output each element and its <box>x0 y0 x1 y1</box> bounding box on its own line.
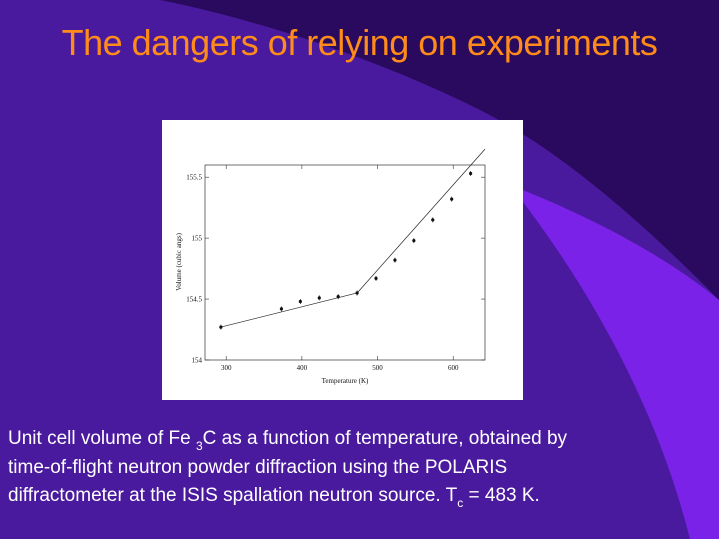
data-points <box>219 171 473 330</box>
y-tick-label: 154.5 <box>186 296 202 304</box>
x-tick-label: 400 <box>297 364 308 372</box>
caption-line-1: Unit cell volume of Fe 3C as a function … <box>8 425 713 454</box>
caption-text: Unit cell volume of Fe <box>8 428 191 449</box>
data-point <box>298 299 302 304</box>
plot-frame <box>204 164 486 361</box>
y-tick-label: 154 <box>192 357 203 365</box>
caption-line-3: diffractometer at the ISIS spallation ne… <box>8 482 713 511</box>
fit-line <box>220 292 358 328</box>
data-point <box>279 307 284 311</box>
axis-ticks: 300 400 500 600 154 154.5 155 155.5 <box>186 165 485 372</box>
caption-line-2: time-of-flight neutron powder diffractio… <box>8 457 508 478</box>
caption-text: diffractometer at the ISIS spallation ne… <box>8 485 458 506</box>
data-point <box>450 197 454 201</box>
data-point <box>355 291 359 295</box>
dark-band <box>160 0 719 300</box>
data-point <box>469 171 473 176</box>
volume-temperature-chart: 300 400 500 600 154 154.5 155 155.5 Temperature… <box>175 148 486 385</box>
data-point <box>219 325 223 329</box>
y-axis-label: Volume (cubic angs) <box>175 232 183 290</box>
subscript: 3 <box>195 439 203 453</box>
caption-text: = 483 K. <box>463 485 540 506</box>
slide-title: The dangers of relying on experiments <box>61 22 658 63</box>
x-tick-label: 600 <box>448 364 459 372</box>
data-point <box>412 238 416 243</box>
x-axis-label: Temperature (K) <box>322 377 369 385</box>
caption-text: C as a function of temperature, obtained… <box>202 428 568 449</box>
subscript: c <box>457 496 464 510</box>
data-point <box>317 296 321 300</box>
slide-caption: Unit cell volume of Fe 3C as a function … <box>8 425 713 511</box>
y-tick-label: 155 <box>192 235 203 243</box>
data-point <box>336 295 340 299</box>
y-tick-label: 155.5 <box>186 174 202 182</box>
light-band <box>510 185 719 539</box>
chart-figure: 300 400 500 600 154 154.5 155 155.5 Temperature… <box>162 120 523 400</box>
fit-line <box>356 148 486 294</box>
data-point <box>374 276 378 280</box>
fit-lines <box>220 148 486 328</box>
x-tick-label: 300 <box>221 364 232 372</box>
data-point <box>393 258 397 262</box>
data-point <box>431 218 435 222</box>
x-tick-label: 500 <box>372 364 383 372</box>
